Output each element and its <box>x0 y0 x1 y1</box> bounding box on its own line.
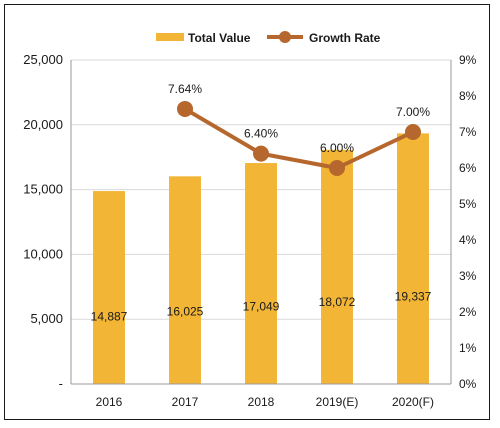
y-right-tick-8: 8% <box>459 89 477 103</box>
bar-2020(F) <box>397 133 429 384</box>
y-right-tick-5: 5% <box>459 197 477 211</box>
y-right-tick-0: 0% <box>459 377 477 391</box>
chart-frame: 14,887 16,025 17,049 18,072 19,337 7.64% 6.40… <box>4 4 490 420</box>
y-left-tick-0: - <box>59 376 63 391</box>
growth-marker-2018 <box>253 145 269 162</box>
y-left-tick-1: 5,000 <box>30 311 63 326</box>
y-right-tick-1: 1% <box>459 341 477 355</box>
x-axis: 2016 2017 2018 2019(E) 2020(F) <box>96 395 434 409</box>
y-left-tick-2: 10,000 <box>23 246 63 261</box>
bar-2017 <box>169 176 201 384</box>
x-tick-2017: 2017 <box>172 395 199 409</box>
bar-2019(E) <box>321 149 353 384</box>
y-right-tick-9: 9% <box>459 53 477 67</box>
y-right-tick-4: 4% <box>459 233 477 247</box>
y-left-tick-4: 20,000 <box>23 117 63 132</box>
growth-marker-2019(E) <box>329 160 345 176</box>
y-axis-right: 0% 1% 2% 3% 4% 5% 6% 7% 8% 9% <box>459 53 477 391</box>
bar-value-labels: 14,887 16,025 17,049 18,072 19,337 <box>91 289 432 323</box>
y-right-tick-2: 2% <box>459 305 477 319</box>
y-right-tick-7: 7% <box>459 125 477 139</box>
bar-label-2019(E): 18,072 <box>319 295 356 309</box>
bar-label-2020(F): 19,337 <box>395 289 432 303</box>
x-tick-2020(F): 2020(F) <box>392 395 434 409</box>
legend-label-growth-rate: Growth Rate <box>309 31 381 45</box>
growth-label-2018: 6.40% <box>244 127 278 141</box>
axes <box>70 60 452 385</box>
legend-swatch-total-value <box>156 33 184 41</box>
legend-label-total-value: Total Value <box>188 31 251 45</box>
y-right-tick-6: 6% <box>459 161 477 175</box>
combo-chart: 14,887 16,025 17,049 18,072 19,337 7.64% 6.40… <box>23 31 477 409</box>
bar-2018 <box>245 163 277 384</box>
legend-swatch-growth-rate-marker <box>279 31 291 43</box>
growth-label-2019(E): 6.00% <box>320 141 354 155</box>
bar-label-2016: 14,887 <box>91 309 128 323</box>
x-tick-2016: 2016 <box>96 395 123 409</box>
line-series: 7.64% 6.40% 6.00% 7.00% <box>168 82 430 176</box>
y-axis-left: - 5,000 10,000 15,000 20,000 25,000 <box>23 52 63 391</box>
growth-marker-2020(F) <box>405 124 421 140</box>
x-tick-2018: 2018 <box>248 395 275 409</box>
bar-label-2018: 17,049 <box>243 300 280 314</box>
y-left-tick-5: 25,000 <box>23 52 63 67</box>
y-right-tick-3: 3% <box>459 269 477 283</box>
growth-rate-line <box>183 107 414 170</box>
bar-2016 <box>93 191 125 384</box>
growth-label-2017: 7.64% <box>168 82 202 96</box>
x-tick-2019(E): 2019(E) <box>316 395 359 409</box>
growth-label-2020(F): 7.00% <box>396 105 430 119</box>
y-left-tick-3: 15,000 <box>23 182 63 197</box>
legend: Total Value Growth Rate <box>156 31 381 45</box>
growth-marker-2017 <box>177 100 193 117</box>
bar-label-2017: 16,025 <box>167 304 204 318</box>
bar-series <box>93 133 429 384</box>
